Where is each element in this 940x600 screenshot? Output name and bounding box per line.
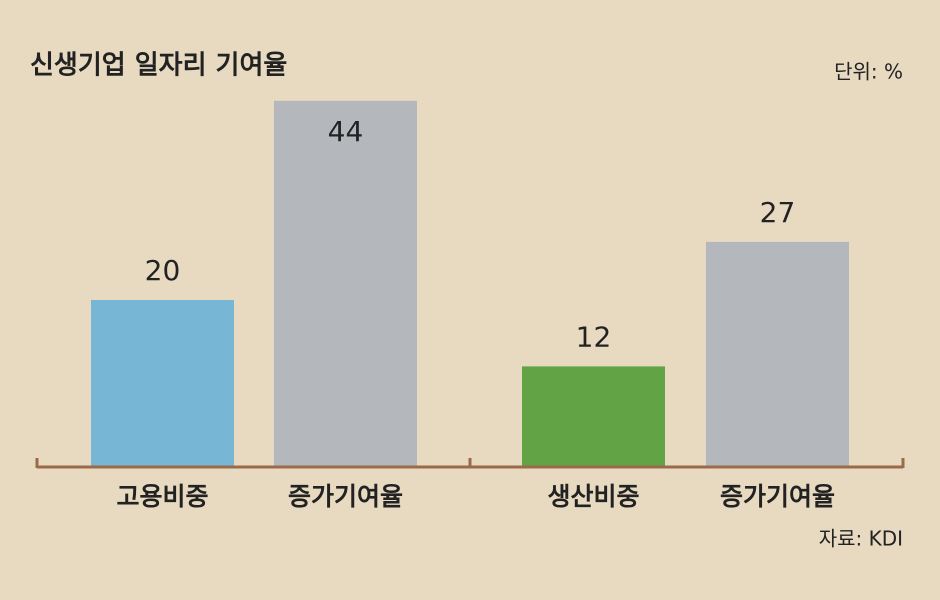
value-label: 44 [328,115,364,148]
value-label: 27 [760,196,796,229]
bar [274,100,417,467]
chart-title: 신생기업 일자리 기여율 [30,51,287,81]
value-label: 20 [145,254,181,287]
x-tick-label: 고용비중 [116,482,208,511]
source-note: 자료: KDI [819,527,903,551]
x-tick-label: 증가기여율 [720,482,835,511]
bar [706,241,849,466]
value-label: 12 [576,320,612,353]
x-tick-label: 증가기여율 [288,482,403,511]
unit-note: 단위: % [834,60,903,84]
bar [522,366,665,466]
x-tick-label: 생산비중 [547,482,639,511]
bar [91,300,234,466]
baseline-axis [35,458,905,469]
